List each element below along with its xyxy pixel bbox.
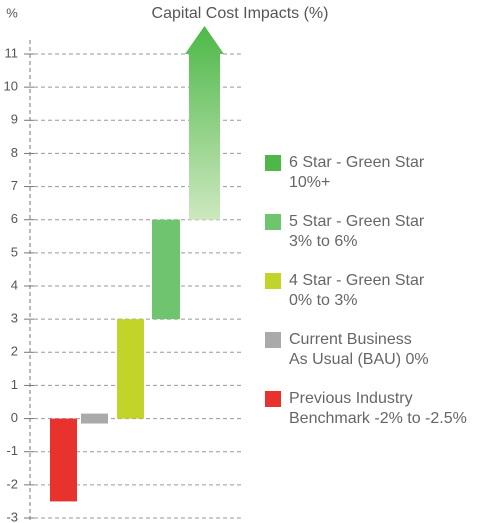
y-tick-label: 7 bbox=[11, 178, 18, 193]
y-tick-label: 0 bbox=[11, 410, 18, 425]
legend-label: Benchmark -2% to -2.5% bbox=[289, 410, 467, 427]
legend-label: 3% to 6% bbox=[289, 233, 357, 250]
y-tick-label: 1 bbox=[11, 377, 18, 392]
y-tick-label: -1 bbox=[6, 443, 18, 458]
legend-label: Previous Industry bbox=[289, 390, 413, 407]
y-tick-label: 6 bbox=[11, 211, 18, 226]
bar bbox=[50, 418, 77, 502]
y-tick-label: 8 bbox=[11, 145, 18, 160]
legend-label: As Usual (BAU) 0% bbox=[289, 351, 429, 368]
y-tick-label: 4 bbox=[11, 277, 18, 292]
chart-title: Capital Cost Impacts (%) bbox=[152, 5, 329, 22]
y-tick-label: 10 bbox=[4, 79, 18, 94]
legend-label: 5 Star - Green Star bbox=[289, 213, 425, 230]
y-tick-label: -3 bbox=[6, 509, 18, 523]
legend-label: 0% to 3% bbox=[289, 292, 357, 309]
y-tick-label: 11 bbox=[5, 45, 19, 60]
legend-label: Current Business bbox=[289, 331, 412, 348]
legend-swatch bbox=[265, 155, 281, 171]
y-tick-label: -2 bbox=[6, 476, 18, 491]
legend-label: 10%+ bbox=[289, 174, 330, 191]
legend-swatch bbox=[265, 214, 281, 230]
legend-swatch bbox=[265, 273, 281, 289]
y-axis-label: % bbox=[6, 5, 18, 20]
legend-swatch bbox=[265, 332, 281, 348]
y-tick-label: 9 bbox=[11, 112, 18, 127]
arrow-bar bbox=[185, 26, 224, 220]
bar bbox=[117, 319, 144, 419]
y-tick-label: 3 bbox=[11, 311, 18, 326]
bar bbox=[81, 413, 108, 424]
bar bbox=[152, 219, 180, 320]
legend-swatch bbox=[265, 391, 281, 407]
y-tick-label: 5 bbox=[11, 244, 18, 259]
legend-label: 6 Star - Green Star bbox=[289, 154, 425, 171]
y-tick-label: 2 bbox=[11, 344, 18, 359]
legend-label: 4 Star - Green Star bbox=[289, 272, 425, 289]
